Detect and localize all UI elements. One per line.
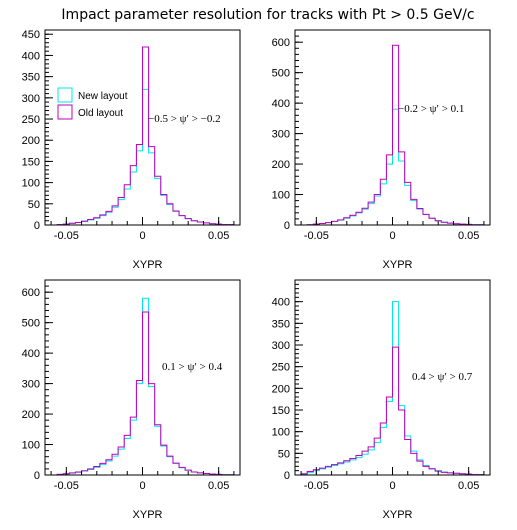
y-tick-label: 150	[272, 405, 290, 417]
y-tick-label: 350	[22, 72, 40, 84]
y-tick-label: 100	[272, 190, 290, 202]
y-tick-label: 300	[272, 340, 290, 352]
y-tick-label: 200	[272, 383, 290, 395]
y-tick-label: 100	[272, 427, 290, 439]
y-tick-label: 50	[28, 199, 40, 211]
y-tick-label: 400	[272, 98, 290, 110]
y-tick-label: 200	[22, 135, 40, 147]
x-tick-label: -0.05	[54, 480, 79, 492]
range-annotation: −0.2 > ψ′ > 0.1	[398, 103, 464, 115]
x-tick-label: 0.05	[208, 480, 229, 492]
legend-swatch-new	[57, 87, 73, 103]
y-tick-label: 250	[272, 362, 290, 374]
x-tick-label: 0	[389, 480, 395, 492]
panel-4: 0 50 100 150 200 250 300 350 400 -0.05 0 0.05 XYPR 0.…	[272, 279, 491, 521]
panel-2: 0 100 200 300 400 500 600 -0.05 0 0.05 XYPR −0.2 > …	[272, 29, 491, 271]
figure-title: Impact parameter resolution for tracks w…	[61, 7, 474, 23]
panel-1: 0 50 100 150 200 250 300 350 400 450 -0.05 0 0.05 XYP…	[22, 29, 241, 271]
x-tick-label: -0.05	[304, 230, 329, 242]
y-tick-label: 200	[272, 159, 290, 171]
series-old-histogram	[301, 44, 485, 226]
y-tick-label: 400	[22, 50, 40, 62]
y-tick-label: 450	[22, 29, 40, 41]
x-tick-label: 0	[139, 480, 145, 492]
x-tick-label: 0.05	[458, 480, 479, 492]
legend-label-old: Old layout	[78, 108, 123, 119]
x-tick-label: 0	[139, 230, 145, 242]
y-tick-label: 0	[284, 220, 290, 232]
x-axis-label: XYPR	[133, 509, 163, 521]
y-tick-label: 100	[22, 178, 40, 190]
y-tick-label: 0	[34, 220, 40, 232]
x-axis-label: XYPR	[383, 509, 413, 521]
y-tick-label: 600	[272, 37, 290, 49]
x-tick-label: -0.05	[304, 480, 329, 492]
x-axis-label: XYPR	[133, 259, 163, 271]
legend: New layout Old layout	[57, 87, 128, 120]
y-tick-label: 250	[22, 114, 40, 126]
y-tick-label: 0	[34, 470, 40, 482]
y-tick-label: 0	[284, 470, 290, 482]
x-tick-label: -0.05	[54, 230, 79, 242]
y-tick-label: 300	[22, 93, 40, 105]
x-axis-label: XYPR	[383, 259, 413, 271]
y-tick-label: 600	[22, 287, 40, 299]
y-tick-label: 400	[22, 348, 40, 360]
series-old-histogram	[51, 46, 235, 226]
y-tick-label: 500	[272, 68, 290, 80]
range-annotation: −0.5 > ψ′ > −0.2	[148, 113, 221, 125]
series-old-histogram	[300, 346, 485, 476]
legend-swatch-old	[57, 104, 73, 120]
y-tick-label: 200	[22, 409, 40, 421]
y-tick-label: 100	[22, 440, 40, 452]
y-tick-label: 350	[272, 318, 290, 330]
y-tick-label: 300	[22, 379, 40, 391]
legend-label-new: New layout	[78, 91, 128, 102]
x-tick-label: 0.05	[458, 230, 479, 242]
panel-3: 0 100 200 300 400 500 600 -0.05 0 0.05 XYPR 0.1 > ψ…	[22, 279, 241, 521]
y-tick-label: 400	[272, 297, 290, 309]
y-tick-label: 50	[278, 448, 290, 460]
series-old-histogram	[51, 311, 235, 476]
y-tick-label: 150	[22, 156, 40, 168]
x-tick-label: 0	[389, 230, 395, 242]
range-annotation: 0.1 > ψ′ > 0.4	[162, 361, 223, 373]
y-tick-label: 300	[272, 129, 290, 141]
x-tick-label: 0.05	[208, 230, 229, 242]
y-tick-label: 500	[22, 318, 40, 330]
range-annotation: 0.4 > ψ′ > 0.7	[412, 371, 473, 383]
